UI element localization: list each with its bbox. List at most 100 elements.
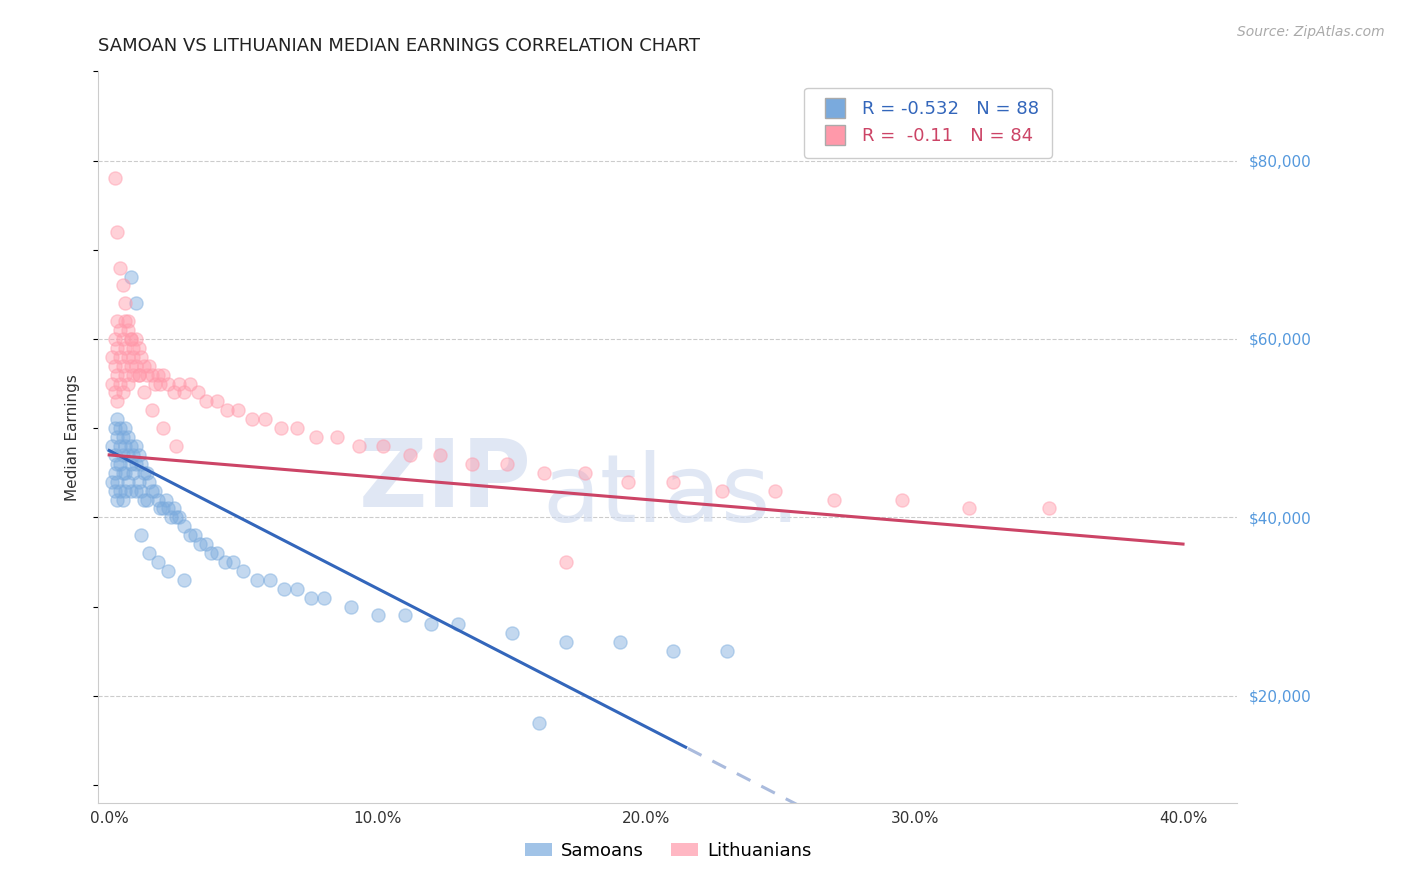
Text: atlas.: atlas. (543, 450, 801, 541)
Point (146, 555, 169, 569)
Point (312, 591, 335, 605)
Point (117, 314, 139, 328)
Point (157, 376, 180, 391)
Point (574, 466, 596, 480)
Point (114, 341, 136, 355)
Point (132, 466, 155, 480)
Point (447, 617, 470, 632)
Legend: Samoans, Lithuanians: Samoans, Lithuanians (517, 835, 818, 867)
Point (128, 368, 150, 382)
Point (217, 403, 239, 417)
Point (135, 368, 157, 382)
Point (105, 412, 128, 426)
Point (103, 171, 125, 186)
Point (1038, 501, 1060, 516)
Point (122, 350, 145, 364)
Point (160, 510, 183, 524)
Point (125, 439, 148, 453)
Point (120, 269, 142, 284)
Point (122, 466, 145, 480)
Point (347, 439, 370, 453)
Point (105, 314, 128, 328)
Point (103, 448, 125, 462)
Point (131, 528, 153, 542)
Point (162, 501, 184, 516)
Point (157, 501, 180, 516)
Point (367, 608, 389, 623)
Point (167, 510, 190, 524)
Point (103, 421, 125, 435)
Point (105, 475, 128, 489)
Point (111, 430, 134, 444)
Point (114, 421, 136, 435)
Point (190, 537, 212, 551)
Point (152, 421, 174, 435)
Text: SAMOAN VS LITHUANIAN MEDIAN EARNINGS CORRELATION CHART: SAMOAN VS LITHUANIAN MEDIAN EARNINGS COR… (98, 37, 700, 54)
Point (105, 457, 128, 471)
Text: Source: ZipAtlas.com: Source: ZipAtlas.com (1237, 25, 1385, 39)
Y-axis label: Median Earnings: Median Earnings (65, 374, 80, 500)
Point (146, 492, 169, 507)
Point (101, 376, 124, 391)
Point (326, 430, 349, 444)
Point (111, 332, 134, 346)
Point (135, 492, 157, 507)
Point (152, 368, 174, 382)
Point (131, 350, 153, 364)
Point (890, 492, 912, 507)
Point (616, 475, 638, 489)
Point (117, 323, 139, 337)
Point (131, 457, 153, 471)
Point (554, 555, 576, 569)
Point (533, 466, 555, 480)
Point (461, 457, 484, 471)
Point (128, 341, 150, 355)
Point (146, 368, 169, 382)
Point (125, 457, 148, 471)
Point (609, 635, 631, 649)
Point (122, 341, 145, 355)
Point (214, 555, 236, 569)
Point (108, 457, 131, 471)
Point (273, 582, 295, 596)
Point (149, 501, 172, 516)
Point (114, 483, 136, 498)
Point (823, 492, 845, 507)
Point (165, 510, 187, 524)
Point (108, 376, 131, 391)
Point (394, 608, 416, 623)
Point (128, 475, 150, 489)
Point (141, 368, 163, 382)
Point (149, 376, 172, 391)
Point (125, 296, 148, 310)
Point (138, 546, 160, 560)
Point (662, 644, 685, 658)
Point (157, 564, 180, 578)
Point (167, 376, 190, 391)
Point (763, 483, 786, 498)
Point (399, 448, 422, 462)
Point (125, 332, 148, 346)
Point (285, 582, 308, 596)
Point (200, 546, 222, 560)
Point (152, 501, 174, 516)
Point (141, 403, 163, 417)
Point (120, 483, 142, 498)
Point (165, 439, 187, 453)
Point (108, 260, 131, 275)
Point (120, 457, 142, 471)
Point (222, 555, 245, 569)
Point (184, 528, 207, 542)
Point (111, 359, 134, 373)
Point (108, 483, 131, 498)
Point (105, 368, 128, 382)
Point (105, 492, 128, 507)
Point (143, 376, 166, 391)
Text: ZIP: ZIP (359, 435, 531, 527)
Point (716, 644, 738, 658)
Point (103, 359, 125, 373)
Point (132, 492, 155, 507)
Point (710, 483, 733, 498)
Point (103, 385, 125, 400)
Point (125, 483, 148, 498)
